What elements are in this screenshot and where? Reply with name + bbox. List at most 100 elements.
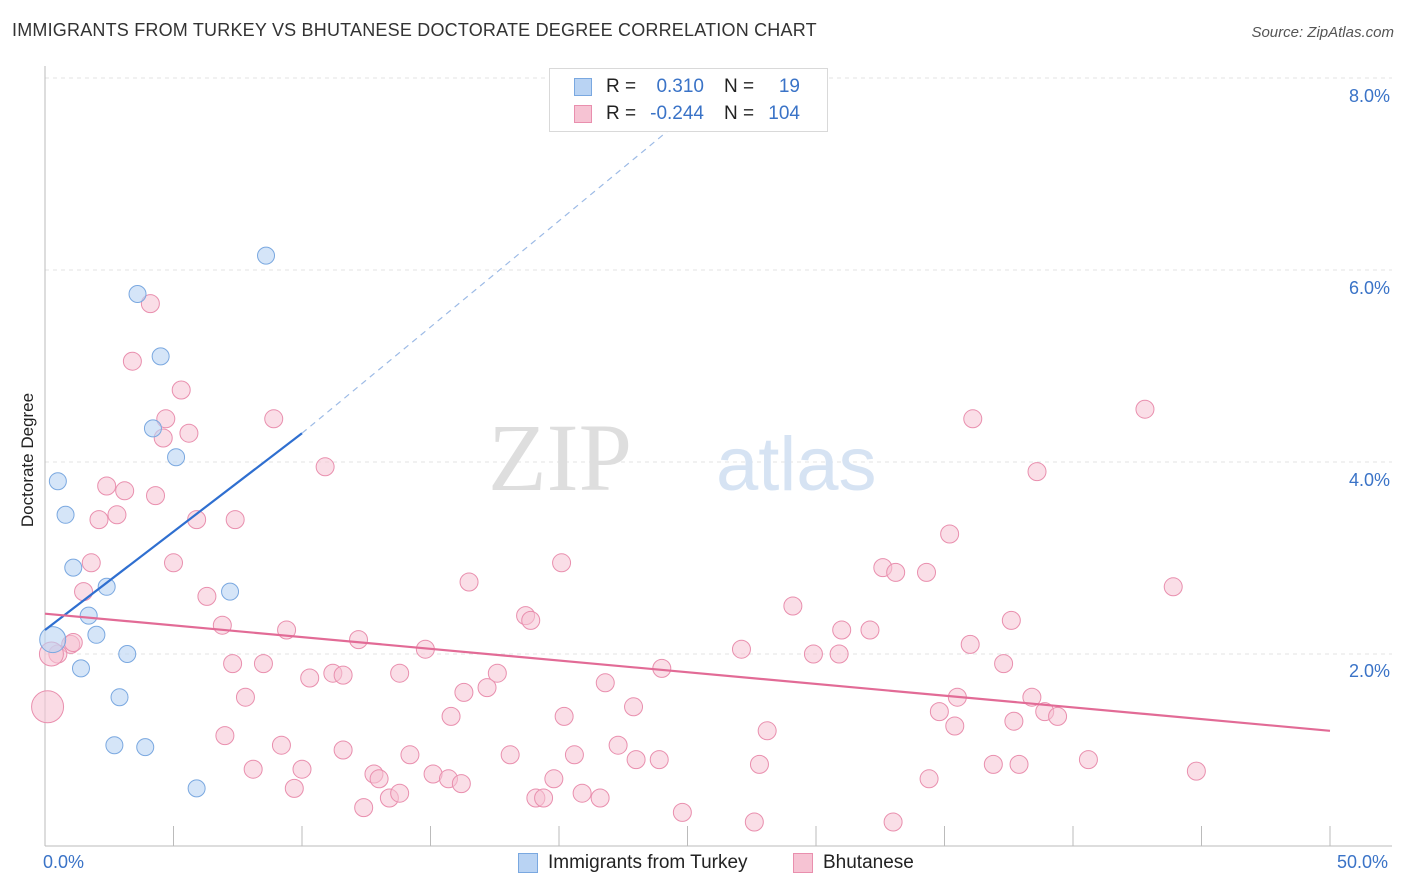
point-bhutanese	[1078, 750, 1098, 770]
point-bhutanese	[945, 716, 965, 736]
point-bhutanese	[315, 457, 335, 477]
legend-n-label: N =	[724, 76, 755, 97]
point-turkey	[187, 779, 206, 798]
point-bhutanese	[97, 476, 117, 496]
point-bhutanese	[860, 620, 880, 640]
legend-r-value: 0.310	[656, 76, 704, 97]
point-bhutanese	[960, 634, 980, 654]
point-bhutanese	[929, 702, 949, 722]
trend-line-bhutanese	[44, 612, 1331, 732]
point-bhutanese	[595, 673, 615, 693]
point-turkey	[87, 625, 106, 644]
point-bhutanese	[883, 812, 903, 832]
point-bhutanese	[89, 510, 109, 530]
page-title: IMMIGRANTS FROM TURKEY VS BHUTANESE DOCT…	[12, 20, 817, 40]
point-bhutanese	[500, 745, 520, 765]
point-bhutanese	[223, 654, 243, 674]
point-bhutanese	[608, 735, 628, 755]
point-bhutanese	[1001, 610, 1021, 630]
y-tick-label: 2.0%	[1349, 661, 1391, 681]
point-turkey	[118, 645, 137, 663]
legend-swatch-bhutanese	[574, 105, 592, 123]
point-bhutanese	[672, 802, 692, 822]
point-bhutanese	[63, 632, 83, 652]
point-bhutanese	[1048, 706, 1068, 726]
point-bhutanese	[554, 706, 574, 726]
point-bhutanese	[1009, 754, 1029, 774]
series-bhutanese-points	[31, 294, 1206, 832]
point-bhutanese	[146, 486, 166, 506]
legend-n-label: N =	[724, 103, 755, 124]
y-tick-label: 6.0%	[1349, 278, 1391, 298]
point-bhutanese	[81, 553, 101, 573]
y-axis-title: Doctorate Degree	[18, 392, 37, 528]
legend-swatch-turkey	[574, 78, 592, 96]
point-bhutanese	[744, 812, 764, 832]
watermark-zip: ZIP	[488, 404, 632, 511]
point-bhutanese	[215, 726, 235, 746]
point-bhutanese	[1022, 687, 1042, 707]
bottom-legend-swatch-bhutanese	[793, 853, 813, 873]
x-tick-label-min: 0.0%	[43, 852, 85, 872]
point-bhutanese	[940, 524, 960, 544]
bottom-legend-bhutanese: Bhutanese	[793, 852, 914, 874]
point-bhutanese	[243, 759, 263, 779]
point-bhutanese	[534, 788, 554, 808]
point-bhutanese	[235, 687, 255, 707]
trend-line-turkey-extension	[301, 82, 727, 434]
point-turkey	[136, 738, 155, 757]
point-turkey	[97, 577, 116, 596]
point-bhutanese	[451, 774, 471, 794]
point-bhutanese	[487, 663, 507, 683]
watermark-atlas: atlas	[716, 422, 877, 507]
point-bhutanese	[731, 639, 751, 659]
point-bhutanese	[1163, 577, 1183, 597]
point-bhutanese	[552, 553, 572, 573]
point-bhutanese	[300, 668, 320, 688]
source-label: Source: ZipAtlas.com	[1251, 24, 1394, 41]
point-bhutanese	[919, 769, 939, 789]
point-bhutanese	[477, 678, 497, 698]
point-turkey	[143, 419, 162, 438]
point-bhutanese	[164, 553, 183, 573]
point-bhutanese	[454, 682, 474, 702]
point-turkey	[105, 736, 124, 755]
bottom-legend-swatch-turkey	[518, 853, 538, 873]
point-bhutanese	[994, 654, 1014, 674]
x-tick-label-max: 50.0%	[1337, 852, 1389, 872]
legend-r-label: R =	[606, 76, 637, 97]
point-bhutanese	[197, 586, 217, 606]
point-bhutanese	[74, 582, 94, 602]
point-turkey	[71, 659, 90, 678]
point-bhutanese	[829, 644, 849, 664]
point-bhutanese	[590, 788, 610, 808]
point-bhutanese	[284, 778, 304, 798]
point-bhutanese	[783, 596, 803, 616]
point-turkey	[257, 246, 276, 265]
legend-row-bhutanese: R = -0.244 N = 104	[574, 102, 800, 126]
point-bhutanese	[649, 750, 669, 770]
point-turkey	[64, 558, 83, 577]
grid-lines	[45, 77, 1392, 655]
bottom-legend-turkey: Immigrants from Turkey	[518, 852, 748, 874]
point-bhutanese	[179, 423, 199, 443]
point-bhutanese	[624, 697, 644, 717]
point-turkey	[39, 626, 67, 654]
point-bhutanese	[333, 740, 353, 760]
axes	[44, 66, 1392, 847]
correlation-legend: R = 0.310 N = 19 R = -0.244 N = 104	[549, 68, 828, 132]
legend-r-value: -0.244	[650, 103, 704, 124]
watermark: ZIP atlas	[488, 404, 877, 511]
point-turkey	[151, 347, 170, 366]
point-turkey	[128, 285, 147, 303]
point-bhutanese	[354, 798, 374, 818]
point-bhutanese	[626, 750, 646, 770]
point-bhutanese	[983, 754, 1003, 774]
legend-row-turkey: R = 0.310 N = 19	[574, 75, 800, 99]
point-bhutanese	[749, 754, 769, 774]
point-bhutanese	[140, 294, 160, 314]
point-bhutanese	[390, 783, 410, 803]
point-turkey	[110, 688, 129, 707]
y-tick-label: 8.0%	[1349, 86, 1391, 106]
